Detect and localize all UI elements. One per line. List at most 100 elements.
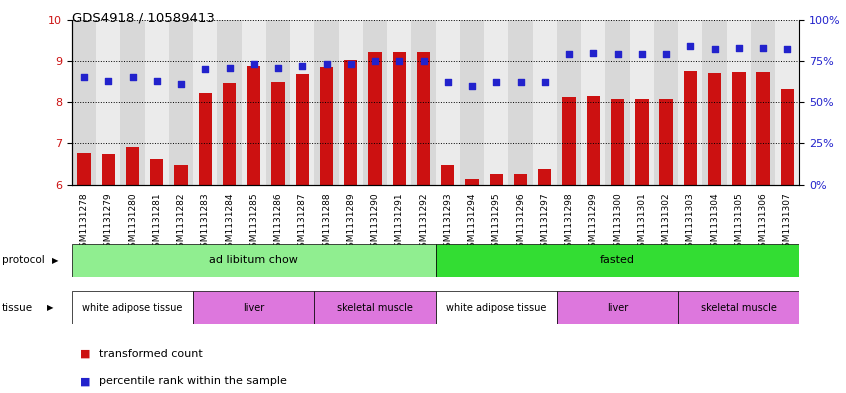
Point <box>586 50 600 56</box>
Bar <box>581 20 606 185</box>
Bar <box>363 20 387 185</box>
Bar <box>290 20 315 185</box>
Bar <box>756 72 770 185</box>
Bar <box>72 291 193 324</box>
Bar <box>411 20 436 185</box>
Text: protocol: protocol <box>2 255 45 265</box>
Bar <box>145 20 169 185</box>
Bar <box>586 96 600 185</box>
Point <box>611 51 624 57</box>
Point <box>199 66 212 72</box>
Bar <box>417 52 431 185</box>
Point <box>514 79 527 86</box>
Point <box>295 63 309 69</box>
Bar <box>338 20 363 185</box>
Point <box>781 46 794 53</box>
Bar <box>654 20 678 185</box>
Text: skeletal muscle: skeletal muscle <box>700 303 777 312</box>
Text: ad libitum chow: ad libitum chow <box>209 255 299 265</box>
Bar <box>557 20 581 185</box>
Point <box>344 61 358 67</box>
Bar <box>120 20 145 185</box>
Bar <box>193 291 315 324</box>
Bar <box>315 20 338 185</box>
Text: ■: ■ <box>80 376 91 386</box>
Bar <box>150 159 163 185</box>
Text: transformed count: transformed count <box>99 349 203 359</box>
Bar <box>436 244 799 277</box>
Bar <box>533 20 557 185</box>
Bar <box>678 20 702 185</box>
Bar <box>344 60 358 185</box>
Point <box>732 44 745 51</box>
Point <box>563 51 576 57</box>
Point <box>126 74 140 81</box>
Bar <box>775 20 799 185</box>
Text: percentile rank within the sample: percentile rank within the sample <box>99 376 287 386</box>
Bar <box>315 291 436 324</box>
Bar <box>678 291 799 324</box>
Bar <box>702 20 727 185</box>
Bar <box>96 20 120 185</box>
Bar <box>629 20 654 185</box>
Bar <box>606 20 629 185</box>
Bar <box>126 147 140 185</box>
Text: ■: ■ <box>80 349 91 359</box>
Text: skeletal muscle: skeletal muscle <box>337 303 413 312</box>
Bar <box>508 20 533 185</box>
Bar <box>635 99 649 185</box>
Bar <box>490 174 503 185</box>
Bar <box>727 20 751 185</box>
Bar <box>295 74 309 185</box>
Bar <box>102 154 115 185</box>
Bar <box>436 291 557 324</box>
Point <box>490 79 503 86</box>
Bar <box>387 20 411 185</box>
Point <box>320 61 333 67</box>
Point <box>465 83 479 89</box>
Point <box>417 58 431 64</box>
Point <box>272 64 285 71</box>
Point <box>150 77 163 84</box>
Bar <box>193 20 217 185</box>
Bar <box>611 99 624 185</box>
Bar <box>465 178 479 185</box>
Text: white adipose tissue: white adipose tissue <box>82 303 183 312</box>
Text: ▶: ▶ <box>47 303 53 312</box>
Bar <box>272 83 285 185</box>
Bar <box>659 99 673 185</box>
Bar <box>217 20 242 185</box>
Point <box>756 44 770 51</box>
Bar <box>732 72 745 185</box>
Bar <box>169 20 193 185</box>
Bar <box>484 20 508 185</box>
Bar <box>247 66 261 185</box>
Bar <box>751 20 775 185</box>
Point <box>684 43 697 49</box>
Bar <box>72 20 96 185</box>
Bar <box>266 20 290 185</box>
Point <box>393 58 406 64</box>
Bar <box>368 52 382 185</box>
Bar <box>441 165 454 185</box>
Bar <box>538 169 552 185</box>
Bar <box>514 174 527 185</box>
Text: GDS4918 / 10589413: GDS4918 / 10589413 <box>72 12 215 25</box>
Bar <box>436 20 460 185</box>
Bar <box>563 97 576 185</box>
Bar <box>708 73 722 185</box>
Bar <box>781 88 794 185</box>
Text: fasted: fasted <box>600 255 635 265</box>
Bar <box>242 20 266 185</box>
Point <box>247 61 261 67</box>
Bar <box>557 291 678 324</box>
Bar <box>174 165 188 185</box>
Bar <box>684 71 697 185</box>
Bar <box>460 20 484 185</box>
Point <box>77 74 91 81</box>
Point <box>102 77 115 84</box>
Point <box>659 51 673 57</box>
Point <box>368 58 382 64</box>
Point <box>538 79 552 86</box>
Point <box>708 46 722 53</box>
